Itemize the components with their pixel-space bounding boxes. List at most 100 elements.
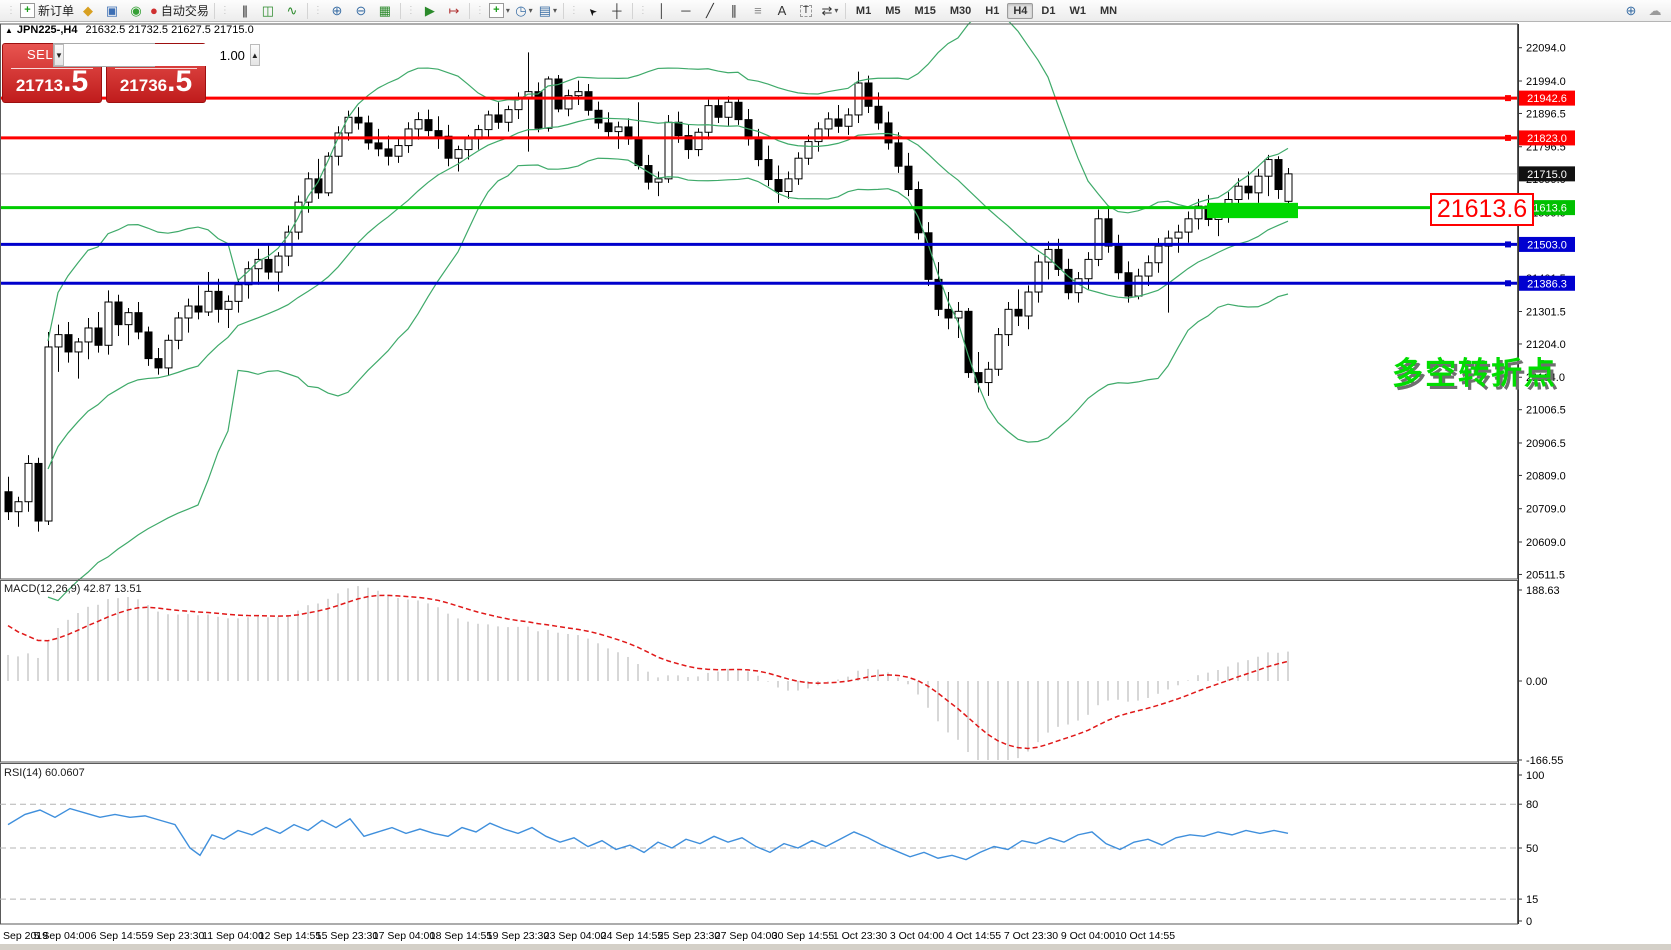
label-icon[interactable]: T [794,2,818,20]
svg-text:7 Oct 23:30: 7 Oct 23:30 [1004,930,1058,942]
svg-text:50: 50 [1526,843,1538,855]
highlight-zone[interactable] [1207,202,1298,219]
chart-canvas[interactable]: 22094.021994.021896.521796.521699.021599… [0,22,1671,950]
volume-decrease-button[interactable]: ▼ [54,44,64,66]
volume-input[interactable] [63,44,250,66]
vertical-line-icon[interactable]: │ [650,2,674,20]
svg-text:21942.6: 21942.6 [1527,93,1567,105]
price-level-annotation[interactable]: 21613.6 [1430,193,1534,226]
chevron-down-icon[interactable]: ▾ [505,5,510,15]
horizontal-line-icon[interactable]: ─ [674,2,698,20]
toolbar-grip: ⋮ [405,5,416,16]
collapse-panel-icon[interactable]: ▲ [5,26,13,35]
toolbar-grip: ⋮ [312,5,323,16]
svg-text:4 Oct 14:55: 4 Oct 14:55 [947,930,1001,942]
autotrading-icon[interactable]: ● 自动交易 [148,2,211,20]
chart-shift-icon[interactable]: ↦ [442,2,466,20]
svg-text:9 Sep 23:30: 9 Sep 23:30 [148,930,205,942]
svg-text:21386.3: 21386.3 [1527,278,1567,290]
svg-text:3 Oct 04:00: 3 Oct 04:00 [890,930,944,942]
volume-increase-button[interactable]: ▲ [249,44,260,66]
timeframe-mn[interactable]: MN [1099,4,1118,17]
line-chart-icon[interactable]: ∿ [280,2,304,20]
timeframe-h1[interactable]: H1 [985,4,1000,17]
chevron-down-icon[interactable]: ▾ [553,5,558,15]
bar-chart-icon[interactable]: ||| [232,2,256,20]
templates-icon[interactable]: ▤ ▾ [536,2,560,20]
signals-icon[interactable]: ◉ [124,2,148,20]
timeframe-m1[interactable]: M1 [855,4,872,17]
text-icon[interactable]: A [770,2,794,20]
toolbar-grip: ⋮ [568,5,579,16]
channel-icon[interactable]: ∥ [722,2,746,20]
timeframe-m5[interactable]: M5 [885,4,901,17]
crosshair-icon[interactable]: ┼ [605,2,629,20]
text-icon: A [777,3,787,18]
rsi-panel [0,803,1518,900]
auto-scroll-icon[interactable]: ▶ [418,2,442,20]
sell-button[interactable]: SELL 21713.5 [2,43,102,103]
timeframe-m15[interactable]: M15 [914,4,936,17]
profiles-icon[interactable]: ◆ [76,2,100,20]
panel-frames [0,23,1519,925]
crosshair-icon: ┼ [612,3,622,18]
price-axis[interactable]: 22094.021994.021896.521796.521699.021599… [1518,43,1566,582]
chat-icon[interactable]: ☁ [1643,2,1667,20]
svg-text:17 Sep 04:00: 17 Sep 04:00 [373,930,436,942]
new-order-icon[interactable]: + 新订单 [18,2,76,20]
buy-price: 21736.5 [119,65,193,98]
arrows-icon: ⇄ [821,3,833,18]
trendline-icon: ╱ [705,3,714,18]
svg-text:21301.5: 21301.5 [1526,307,1566,319]
charts-icon: ▣ [105,3,119,18]
turning-point-text[interactable]: 多空转折点 [1392,356,1557,391]
timeframe-m30[interactable]: M30 [949,4,972,17]
chevron-down-icon[interactable]: ▾ [528,5,533,15]
arrows-icon[interactable]: ⇄ ▾ [818,2,842,20]
horizontal-level-lines[interactable] [0,95,1518,287]
periods-icon[interactable]: ◷ ▾ [512,2,536,20]
svg-text:19 Sep 23:30: 19 Sep 23:30 [487,930,550,942]
svg-text:23 Sep 04:00: 23 Sep 04:00 [544,930,607,942]
svg-text:21104.0: 21104.0 [1526,372,1565,384]
chevron-down-icon[interactable]: ▾ [834,5,839,15]
svg-text:21994.0: 21994.0 [1526,76,1566,88]
cursor-icon: ➤ [585,3,600,18]
volume-stepper: ▼ ▲ [53,43,260,67]
bar-chart-icon: ||| [241,3,248,18]
zoom-in-icon[interactable]: ⊕ [325,2,349,20]
svg-text:21006.5: 21006.5 [1526,405,1566,417]
timeframe-h4[interactable]: H4 [1007,2,1034,19]
indicators-icon[interactable]: + ▾ [487,2,512,20]
trendline-icon[interactable]: ╱ [698,2,722,20]
cursor-icon[interactable]: ➤ [581,2,605,20]
channel-icon: ∥ [730,3,738,18]
charts-icon[interactable]: ▣ [100,2,124,20]
one-click-trade-panel: SELL 21713.5 BUY 21736.5 ▼ ▲ [2,43,260,103]
candlestick-chart-icon[interactable]: ◫ [256,2,280,20]
rsi-axis: 100 80 50 15 0 [1518,770,1544,928]
toolbar-separator [562,2,564,19]
fibonacci-icon[interactable]: ≡ [746,2,770,20]
timeframe-w1[interactable]: W1 [1069,4,1086,17]
svg-text:188.63: 188.63 [1526,585,1560,597]
svg-text:21896.5: 21896.5 [1526,108,1566,120]
timeframe-d1[interactable]: D1 [1041,4,1056,17]
profiles-icon: ◆ [83,3,94,18]
search-icon[interactable]: ⊕ [1619,2,1643,20]
signals-icon: ◉ [130,3,142,18]
zoom-out-icon[interactable]: ⊖ [349,2,373,20]
toolbar-right-icons: ⊕ ☁ [1619,2,1667,20]
svg-text:Sep 2019: Sep 2019 [3,930,48,942]
macd-panel [7,586,1289,760]
auto-scroll-icon: ▶ [424,3,435,18]
line-chart-icon: ∿ [286,3,298,18]
chat-icon: ☁ [1648,3,1662,18]
svg-text:21823.0: 21823.0 [1527,133,1567,145]
svg-text:27 Sep 04:00: 27 Sep 04:00 [715,930,778,942]
tile-windows-icon[interactable]: ▦ [373,2,397,20]
svg-text:21503.0: 21503.0 [1527,239,1567,251]
svg-text:11 Sep 04:00: 11 Sep 04:00 [202,930,264,942]
svg-text:21204.0: 21204.0 [1526,339,1566,351]
